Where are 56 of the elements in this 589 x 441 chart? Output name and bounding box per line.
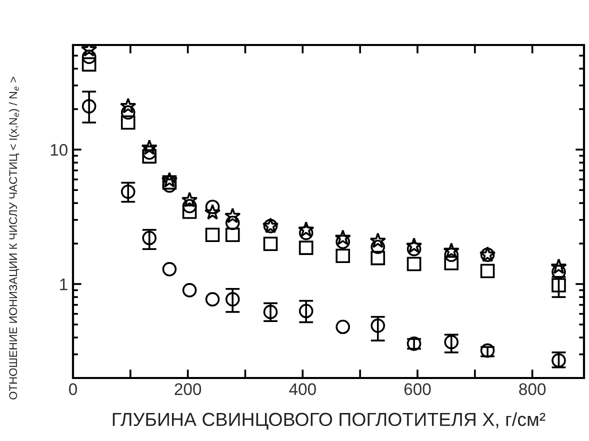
y-tick-label: 1 (60, 278, 68, 290)
y-tick-label: 10 (50, 144, 68, 156)
point (480, 343, 495, 358)
x-tick-label: 0 (69, 383, 77, 396)
point (480, 264, 495, 278)
point (406, 242, 422, 256)
point (204, 204, 221, 220)
point (334, 229, 352, 246)
point (336, 320, 350, 334)
point (552, 278, 566, 292)
point (205, 228, 220, 242)
x-axis-title: ГЛУБИНА СВИНЦОВОГО ПОГЛОТИТЕЛЯ X, г/см² (112, 412, 546, 430)
point (263, 236, 278, 252)
x-tick-label: 800 (519, 383, 546, 396)
point (182, 283, 197, 298)
point (406, 237, 422, 254)
x-tick-label: 200 (174, 383, 202, 396)
x-tick-label: 600 (404, 383, 431, 396)
point (141, 139, 158, 155)
point (370, 250, 386, 266)
point (162, 262, 177, 276)
point (82, 57, 96, 72)
y-axis-title: ОТНОШЕНИЕ ИОНИЗАЦИИ К ЧИСЛУ ЧАСТИЦ < I(x,N$_{e}$) / N$_{e}$ > (8, 76, 20, 400)
point (370, 232, 386, 248)
point (298, 240, 314, 255)
point (298, 226, 314, 240)
point (225, 228, 240, 242)
point (444, 256, 459, 270)
point (142, 149, 157, 164)
x-tick-label: 400 (289, 383, 316, 396)
point (161, 172, 178, 188)
point (443, 242, 460, 258)
point (205, 200, 220, 214)
point (224, 208, 241, 224)
point (225, 292, 240, 306)
point (120, 98, 136, 114)
point (205, 292, 220, 306)
point (336, 248, 350, 264)
point (182, 204, 197, 219)
point (550, 258, 567, 274)
point (406, 256, 422, 272)
point (120, 184, 136, 199)
point (263, 304, 278, 320)
point (82, 99, 96, 114)
point (370, 318, 386, 333)
point (120, 105, 136, 120)
point (370, 240, 386, 254)
point (142, 230, 157, 246)
point (298, 304, 314, 318)
point (120, 115, 136, 130)
point (181, 192, 198, 208)
point (82, 50, 96, 64)
point (298, 221, 314, 237)
point (336, 234, 350, 249)
point (444, 334, 459, 350)
point (162, 175, 177, 190)
